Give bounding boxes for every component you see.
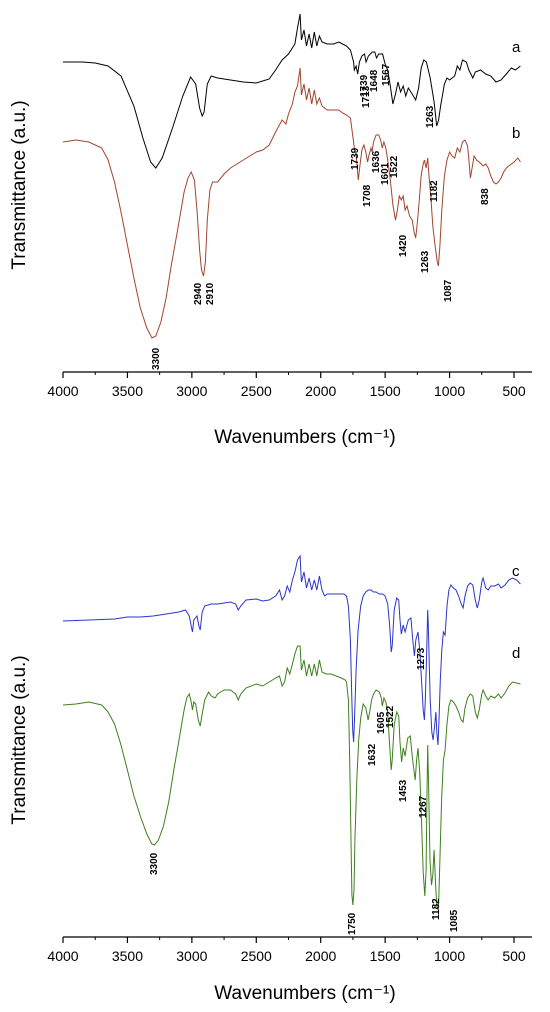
peak-label-d-1522: 1522	[385, 705, 396, 728]
peak-label-d-1182: 1182	[431, 898, 442, 920]
x-tick-label: 2500	[241, 948, 272, 964]
peak-label-a-1713: 1713	[361, 85, 372, 108]
y-axis-title: Transmittance (a.u.)	[9, 655, 30, 824]
peak-label-b-1708: 1708	[362, 184, 373, 207]
series-a-line	[63, 13, 521, 169]
peak-label-b-1739: 1739	[350, 147, 361, 170]
peak-label-a-1567: 1567	[381, 63, 392, 86]
peak-label-d-1085: 1085	[449, 909, 460, 932]
bottom-panel: 4000 3500 3000 2500 2000 1500 1000 500 Wavenumb…	[9, 554, 532, 1004]
peak-label-b-838: 838	[480, 188, 491, 205]
series-d-label: d	[512, 645, 520, 662]
peak-label-d-1750: 1750	[347, 912, 358, 935]
x-tick-label: 2500	[241, 383, 272, 399]
peak-label-b-1420: 1420	[398, 234, 409, 257]
peak-label-d-1632: 1632	[367, 743, 378, 766]
x-tick-label: 1000	[434, 948, 465, 964]
peak-label-a-1648: 1648	[369, 69, 380, 92]
peak-label-b-1087: 1087	[443, 279, 454, 302]
x-tick-label: 4000	[47, 383, 78, 399]
series-a-label: a	[512, 39, 521, 56]
series-b-line	[62, 67, 521, 339]
x-tick-label: 500	[502, 948, 526, 964]
x-tick-label: 2000	[305, 948, 336, 964]
peak-label-b-1182: 1182	[429, 180, 440, 202]
x-tick-label: 1000	[434, 383, 465, 399]
series-c-line	[62, 554, 521, 746]
peak-label-c-1273: 1273	[416, 647, 427, 670]
x-tick-label: 1500	[370, 383, 401, 399]
peak-label-b-2910: 2910	[205, 282, 216, 305]
x-tick-label: 3500	[112, 383, 143, 399]
x-tick-label: 3500	[112, 948, 143, 964]
peak-label-d-1453: 1453	[398, 779, 409, 802]
peak-label-b-1522: 1522	[389, 155, 400, 178]
series-d-line	[62, 645, 521, 911]
x-axis-ticks: 4000 3500 3000 2500 2000 1500 1000 500	[47, 372, 526, 399]
x-tick-label: 2000	[305, 383, 336, 399]
peak-label-b-1263: 1263	[420, 250, 431, 273]
peak-label-b-1601: 1601	[380, 162, 391, 185]
peak-label-b-2940: 2940	[193, 282, 204, 305]
peak-label-a-1263: 1263	[425, 105, 436, 128]
peak-label-b-1636: 1636	[371, 150, 382, 173]
peak-label-a-1739: 1739	[359, 74, 370, 97]
peak-label-d-3300: 3300	[149, 852, 160, 875]
x-tick-label: 1500	[370, 948, 401, 964]
peak-label-d-1267: 1267	[418, 795, 429, 818]
x-tick-label: 4000	[47, 948, 78, 964]
x-tick-label: 3000	[176, 383, 207, 399]
y-axis-title: Transmittance (a.u.)	[9, 100, 30, 269]
x-axis-title: Wavenumbers (cm⁻¹)	[214, 427, 395, 448]
x-axis-ticks: 4000 3500 3000 2500 2000 1500 1000 500	[47, 937, 526, 964]
x-tick-label: 500	[502, 383, 526, 399]
top-panel: 4000 3500 3000 2500 2000 1500 1000 500 Wavenumb…	[9, 13, 532, 448]
peak-label-d-1605: 1605	[376, 711, 387, 734]
peak-label-b-3300: 3300	[151, 347, 162, 370]
series-b-label: b	[512, 125, 520, 142]
x-tick-label: 3000	[176, 948, 207, 964]
x-axis-title: Wavenumbers (cm⁻¹)	[214, 983, 395, 1004]
series-c-label: c	[512, 563, 520, 580]
